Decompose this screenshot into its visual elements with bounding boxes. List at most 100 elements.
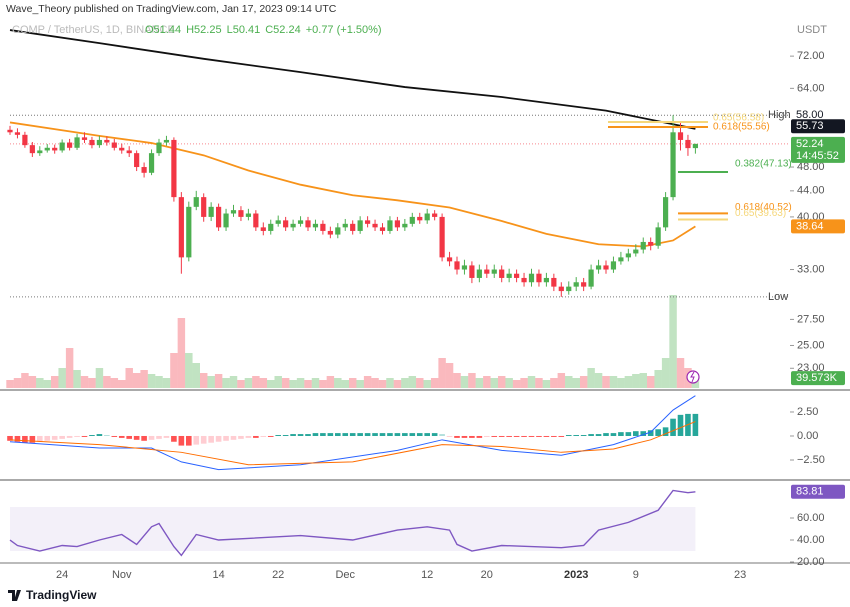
ohlc-value: O51.44	[145, 24, 181, 36]
candle-body	[290, 223, 296, 228]
macd-histogram-bar	[647, 430, 654, 436]
volume-bar	[274, 376, 282, 388]
volume-bar	[177, 318, 186, 388]
macd-histogram-bar	[387, 433, 393, 436]
y-tick-label: 60.00	[797, 512, 825, 524]
volume-bar	[207, 376, 215, 388]
volume-bar	[140, 370, 148, 388]
moving-average	[9, 29, 696, 130]
macd-histogram-bar	[513, 435, 520, 437]
volume-bar	[244, 378, 253, 388]
volume-bar	[512, 380, 521, 388]
macd-histogram-bar	[402, 433, 408, 436]
volume-bar	[453, 373, 461, 388]
macd-histogram-bar	[141, 435, 147, 441]
candle-body	[543, 277, 549, 283]
macd-histogram-bar	[536, 435, 542, 437]
volume-bar	[200, 373, 208, 388]
candle-body	[111, 142, 117, 148]
candle-body	[275, 220, 281, 224]
volume-bar	[676, 358, 685, 388]
tradingview-logo: TradingView	[8, 588, 97, 602]
y-tick-label: 33.00	[797, 263, 825, 275]
macd-histogram-bar	[461, 435, 468, 438]
candle-body	[387, 220, 393, 231]
candle-body	[521, 277, 527, 283]
volume-bar	[550, 378, 558, 388]
candle-body	[677, 132, 684, 140]
macd-histogram-bar	[44, 435, 51, 441]
macd-histogram-bar	[484, 435, 490, 437]
volume-bar	[252, 376, 260, 388]
macd-histogram-bar	[335, 433, 341, 436]
volume-bar	[445, 363, 454, 388]
ohlc-value: L50.41	[227, 24, 261, 36]
macd-histogram-bar	[469, 435, 475, 438]
candle-body	[506, 273, 512, 278]
y-tick-label: 25.00	[797, 339, 825, 351]
y-tick-label: −2.50	[797, 454, 825, 466]
volume-bar	[222, 378, 230, 388]
volume-bar	[304, 380, 312, 388]
volume-bar	[214, 374, 223, 388]
macd-histogram-bar	[633, 431, 639, 436]
volume-bar	[65, 348, 74, 388]
macd-histogram-bar	[640, 431, 647, 436]
volume-label: 39.573K	[796, 372, 838, 384]
y-tick-label: 27.50	[797, 313, 825, 325]
volume-bar	[587, 368, 595, 388]
y-tick-label: 72.00	[797, 50, 825, 62]
ohlc-legend: O51.44 H52.25 L50.41 C52.24 +0.77 (+1.50%)	[145, 24, 382, 36]
macd-histogram-bar	[14, 435, 21, 442]
macd-histogram-bar	[573, 435, 579, 436]
moving-average	[9, 121, 696, 248]
macd-histogram-bar	[245, 435, 252, 438]
candle-body	[461, 265, 468, 270]
macd-histogram-bar	[431, 433, 438, 436]
candle-body	[283, 220, 289, 228]
volume-bar	[408, 376, 417, 388]
candle-body	[633, 249, 639, 254]
ohlc-value: +0.77 (+1.50%)	[306, 24, 382, 36]
candle-body	[670, 132, 676, 198]
volume-bar	[95, 368, 104, 388]
extreme-price-label: 58.00	[796, 109, 824, 121]
volume-bar	[579, 376, 588, 388]
macd-histogram-bar	[230, 435, 237, 440]
candle-body	[581, 282, 587, 287]
candle-body	[417, 216, 423, 221]
candle-body	[81, 137, 88, 140]
ohlc-value: H52.25	[186, 24, 221, 36]
x-tick-label: 9	[633, 569, 639, 581]
volume-bar	[572, 378, 580, 388]
macd-histogram-bar	[320, 433, 326, 436]
volume-bar	[393, 380, 402, 388]
macd-histogram-bar	[260, 435, 267, 437]
volume-bar	[289, 380, 297, 388]
candle-body	[126, 150, 132, 154]
macd-histogram-bar	[595, 434, 602, 436]
macd-histogram-bar	[208, 435, 214, 443]
volume-bar	[132, 373, 141, 388]
ohlc-value: C52.24	[265, 24, 300, 36]
rsi-last-label: 83.81	[796, 486, 824, 498]
candle-body	[297, 220, 304, 224]
extreme-price-label-box	[791, 108, 845, 123]
macd-histogram-bar	[193, 435, 200, 445]
x-tick-label: 22	[272, 569, 284, 581]
candle-body	[171, 139, 177, 198]
volume-bar	[259, 378, 268, 388]
candle-body	[640, 241, 646, 250]
volume-bar	[110, 378, 119, 388]
volume-bar	[594, 373, 603, 388]
y-tick-label: 48.00	[797, 161, 825, 173]
volume-bar	[341, 380, 349, 388]
candle-body	[655, 227, 661, 246]
candle-body	[29, 145, 35, 154]
candle-body	[119, 147, 125, 151]
volume-bar	[162, 378, 171, 388]
candle-body	[14, 132, 21, 135]
unit-label: USDT	[797, 24, 827, 36]
volume-bar	[334, 378, 342, 388]
candle-body	[566, 286, 572, 292]
